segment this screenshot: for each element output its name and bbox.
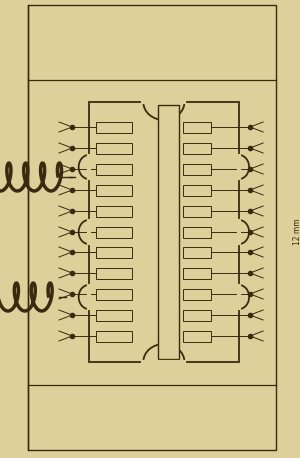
Bar [97,206,132,217]
Bar [183,268,211,279]
Bar [89,102,239,362]
Bar [28,5,276,450]
Bar [183,143,211,154]
Bar [183,310,211,321]
Bar [183,289,211,300]
Bar [183,227,211,238]
Bar [183,247,211,258]
Bar [183,185,211,196]
Bar [158,105,179,359]
Text: 12 mm: 12 mm [293,218,300,245]
Bar [97,227,132,238]
Bar [97,310,132,321]
Bar [97,122,132,133]
Bar [97,289,132,300]
Bar [97,164,132,175]
Bar [97,331,132,342]
Bar [183,122,211,133]
Bar [183,331,211,342]
Bar [97,143,132,154]
Bar [183,206,211,217]
Bar [97,268,132,279]
Bar [183,164,211,175]
Bar [97,247,132,258]
Bar [97,185,132,196]
